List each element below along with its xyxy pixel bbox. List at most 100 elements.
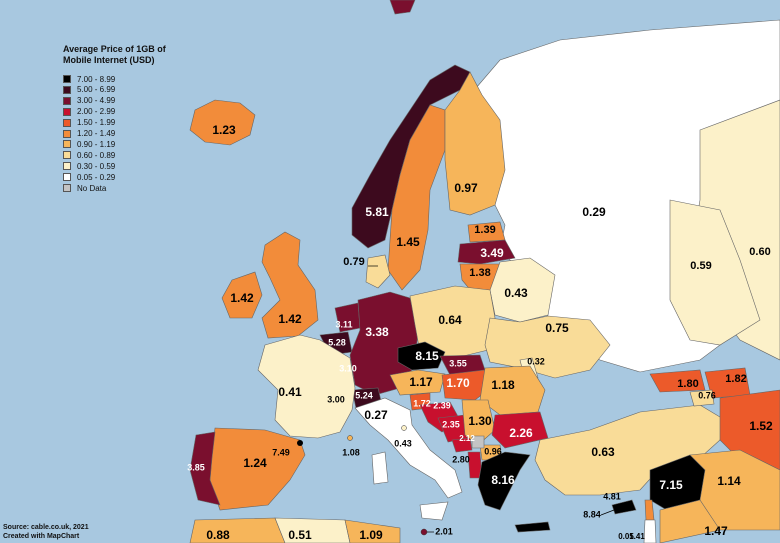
value-label-romania: 1.18 xyxy=(491,378,515,392)
value-label-denmark: 0.79 xyxy=(343,256,364,268)
value-label-netherlands: 3.11 xyxy=(335,319,352,329)
region-italy[interactable] xyxy=(354,397,463,499)
value-label-luxembourg: 3.10 xyxy=(339,363,357,373)
legend-item: 2.00 - 2.99 xyxy=(63,107,115,117)
region-france[interactable] xyxy=(257,334,356,439)
region-greece[interactable] xyxy=(477,451,531,511)
legend-title-line1: Average Price of 1GB of xyxy=(63,44,166,54)
legend-swatch xyxy=(63,184,71,192)
value-label-iran: 1.52 xyxy=(749,419,773,433)
value-label-bosnia: 2.35 xyxy=(442,419,460,429)
value-label-kazakhstan: 0.60 xyxy=(749,246,770,258)
value-label-estonia: 1.39 xyxy=(474,224,495,236)
value-label-moldova: 0.32 xyxy=(527,356,545,366)
value-label-ukraine: 0.75 xyxy=(545,321,569,335)
region-kosovo[interactable] xyxy=(471,435,485,449)
value-label-lebanon: 1.41 xyxy=(629,532,645,541)
legend-swatch xyxy=(63,85,71,94)
source-line2: Created with MapChart xyxy=(3,532,80,540)
value-label-turkey: 0.63 xyxy=(591,445,615,459)
value-label-jordan: 1.47 xyxy=(704,524,728,538)
value-label-georgia: 1.80 xyxy=(677,378,698,390)
value-label-iceland: 1.23 xyxy=(212,123,236,137)
value-label-iraq: 1.14 xyxy=(717,474,741,488)
region-jordan[interactable] xyxy=(659,499,721,543)
legend-label: 5.00 - 6.99 xyxy=(77,85,116,95)
value-label-israel: 0.05 xyxy=(618,532,634,541)
legend-label: 2.00 - 2.99 xyxy=(77,107,116,117)
region-serbia[interactable] xyxy=(461,399,496,446)
value-label-france: 0.41 xyxy=(278,385,302,399)
value-label-slovakia: 3.55 xyxy=(449,358,467,368)
legend-swatch xyxy=(63,140,71,149)
region-lebanon[interactable] xyxy=(644,499,655,521)
legend-item: No Data xyxy=(63,183,106,193)
legend-label: 3.00 - 4.99 xyxy=(77,96,116,106)
value-label-algeria: 0.88 xyxy=(206,528,230,542)
value-label-bulgaria: 2.26 xyxy=(509,426,533,440)
region-sweden[interactable] xyxy=(387,104,446,291)
value-label-switzerland: 5.24 xyxy=(355,390,373,400)
value-label-latvia: 3.49 xyxy=(480,246,504,260)
legend-label: 0.60 - 0.89 xyxy=(77,150,116,160)
region-finland[interactable] xyxy=(444,71,506,216)
region-israel[interactable] xyxy=(643,519,657,543)
value-label-portugal: 3.85 xyxy=(187,462,205,472)
legend-swatch xyxy=(63,173,71,182)
legend-swatch xyxy=(63,118,71,127)
legend-title-line2: Mobile Internet (USD) xyxy=(63,55,155,65)
value-label-andorra: 7.49 xyxy=(272,447,290,457)
value-label-spain: 1.24 xyxy=(243,456,267,470)
legend-item: 7.00 - 8.99 xyxy=(63,74,115,84)
region-latvia[interactable] xyxy=(457,239,516,265)
value-label-czechia: 8.15 xyxy=(415,349,439,363)
region-czechia[interactable] xyxy=(397,341,446,371)
san-marino-marker[interactable] xyxy=(401,425,407,431)
region-iceland[interactable] xyxy=(189,99,256,146)
region-sardinia xyxy=(371,451,389,485)
region-montenegro[interactable] xyxy=(451,437,473,453)
value-label-liechtenstein: 3.00 xyxy=(327,394,345,404)
value-label-cyprus-north: 8.84 xyxy=(583,509,601,519)
region-algeria[interactable] xyxy=(189,517,286,543)
value-label-sweden: 1.45 xyxy=(396,235,420,249)
andorra-marker[interactable] xyxy=(297,440,303,446)
region-bulgaria[interactable] xyxy=(491,411,549,449)
value-label-russia-east: 0.59 xyxy=(690,260,711,272)
legend-swatch xyxy=(63,162,71,171)
region-cyprus[interactable] xyxy=(611,499,637,515)
malta-marker[interactable] xyxy=(420,528,428,536)
value-label-finland: 0.97 xyxy=(454,181,478,195)
region-ireland[interactable] xyxy=(221,271,263,319)
value-label-poland: 0.64 xyxy=(438,313,462,327)
value-label-serbia: 1.30 xyxy=(468,414,492,428)
value-label-montenegro: 2.12 xyxy=(459,434,475,443)
region-armenia[interactable] xyxy=(689,389,715,407)
region-georgia[interactable] xyxy=(649,369,706,393)
legend-swatch xyxy=(63,96,71,105)
region-norway[interactable] xyxy=(351,64,471,249)
region-ukraine[interactable] xyxy=(484,315,611,379)
value-label-hungary: 1.70 xyxy=(446,376,470,390)
value-label-san-marino: 0.43 xyxy=(394,438,412,448)
monaco-marker[interactable] xyxy=(347,435,353,441)
region-libya[interactable] xyxy=(344,519,401,543)
source-note: Source: cable.co.uk, 2021 Created with M… xyxy=(3,524,89,541)
value-label-libya: 1.09 xyxy=(359,528,383,542)
legend-item: 1.20 - 1.49 xyxy=(63,129,115,139)
region-portugal[interactable] xyxy=(189,431,221,506)
region-austria[interactable] xyxy=(389,369,446,396)
value-label-albania: 2.80 xyxy=(452,454,470,464)
region-russia-south[interactable] xyxy=(669,199,761,346)
value-label-slovenia: 1.72 xyxy=(413,398,431,408)
value-label-cyprus: 4.81 xyxy=(603,491,621,501)
value-label-azerbaijan: 1.82 xyxy=(725,373,746,385)
region-sicily xyxy=(419,501,449,521)
legend-label: 1.20 - 1.49 xyxy=(77,129,116,138)
value-label-belgium: 5.28 xyxy=(328,337,346,347)
value-label-norway: 5.81 xyxy=(365,205,389,219)
region-denmark[interactable] xyxy=(365,254,391,289)
region-tunisia[interactable] xyxy=(274,517,351,543)
legend-swatch xyxy=(63,75,71,83)
